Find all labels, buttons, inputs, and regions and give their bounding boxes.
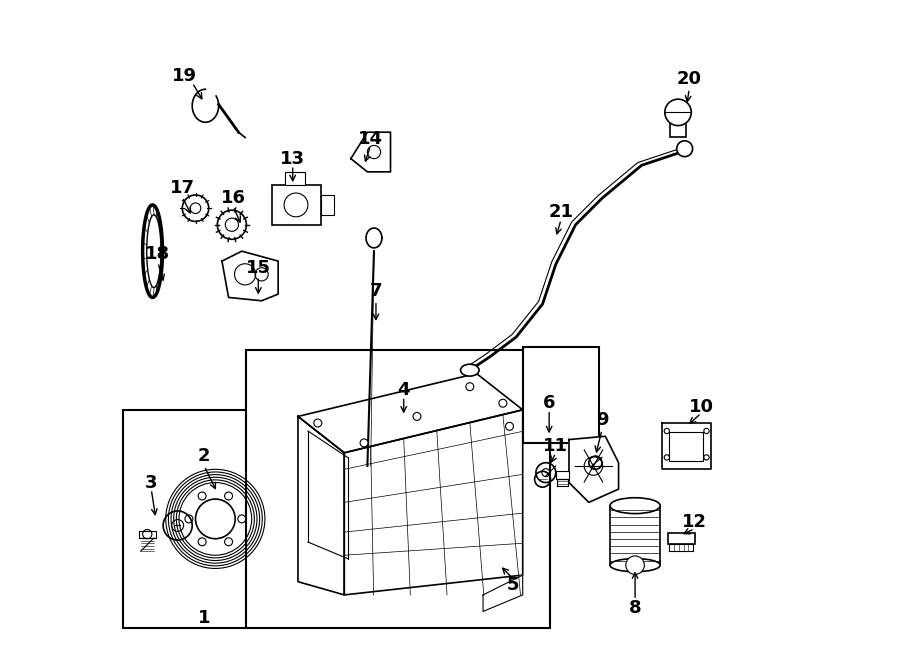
- Text: 17: 17: [170, 179, 194, 198]
- Text: 18: 18: [145, 245, 170, 264]
- Text: 13: 13: [280, 149, 305, 168]
- Bar: [670, 432, 703, 461]
- Text: 8: 8: [629, 599, 642, 617]
- Bar: [523, 347, 598, 443]
- Circle shape: [466, 383, 473, 391]
- Bar: [284, 172, 304, 185]
- Polygon shape: [344, 410, 523, 595]
- Text: 16: 16: [220, 189, 246, 208]
- Text: 20: 20: [677, 70, 702, 89]
- Polygon shape: [298, 416, 344, 595]
- Text: 4: 4: [398, 381, 410, 399]
- Bar: [610, 506, 661, 565]
- Text: 1: 1: [198, 609, 211, 627]
- Circle shape: [626, 556, 644, 574]
- Bar: [668, 533, 695, 544]
- Polygon shape: [222, 251, 278, 301]
- Text: 11: 11: [544, 437, 568, 455]
- Ellipse shape: [610, 559, 661, 572]
- Text: 14: 14: [358, 130, 383, 148]
- Bar: [556, 471, 569, 479]
- Text: 10: 10: [688, 397, 714, 416]
- Polygon shape: [569, 436, 618, 502]
- Text: 2: 2: [198, 447, 211, 465]
- Circle shape: [665, 99, 691, 126]
- Polygon shape: [662, 423, 711, 469]
- Text: 15: 15: [246, 258, 271, 277]
- Text: 5: 5: [507, 576, 519, 594]
- Bar: [272, 185, 321, 225]
- Polygon shape: [351, 132, 391, 172]
- Ellipse shape: [461, 364, 479, 376]
- Bar: [122, 410, 248, 628]
- Circle shape: [499, 399, 507, 407]
- Polygon shape: [298, 373, 523, 453]
- Bar: [321, 195, 334, 215]
- Bar: [247, 350, 551, 628]
- Text: 9: 9: [596, 410, 608, 429]
- Text: 7: 7: [370, 282, 382, 300]
- Polygon shape: [483, 575, 523, 611]
- Text: 3: 3: [145, 473, 158, 492]
- Bar: [670, 119, 686, 137]
- Text: 12: 12: [682, 513, 707, 531]
- Text: 19: 19: [172, 67, 197, 85]
- Circle shape: [506, 422, 514, 430]
- Circle shape: [677, 141, 693, 157]
- Text: 6: 6: [543, 394, 555, 412]
- Circle shape: [413, 412, 421, 420]
- Polygon shape: [139, 531, 156, 538]
- Circle shape: [360, 439, 368, 447]
- Circle shape: [314, 419, 322, 427]
- Ellipse shape: [610, 498, 661, 514]
- Text: 21: 21: [548, 202, 573, 221]
